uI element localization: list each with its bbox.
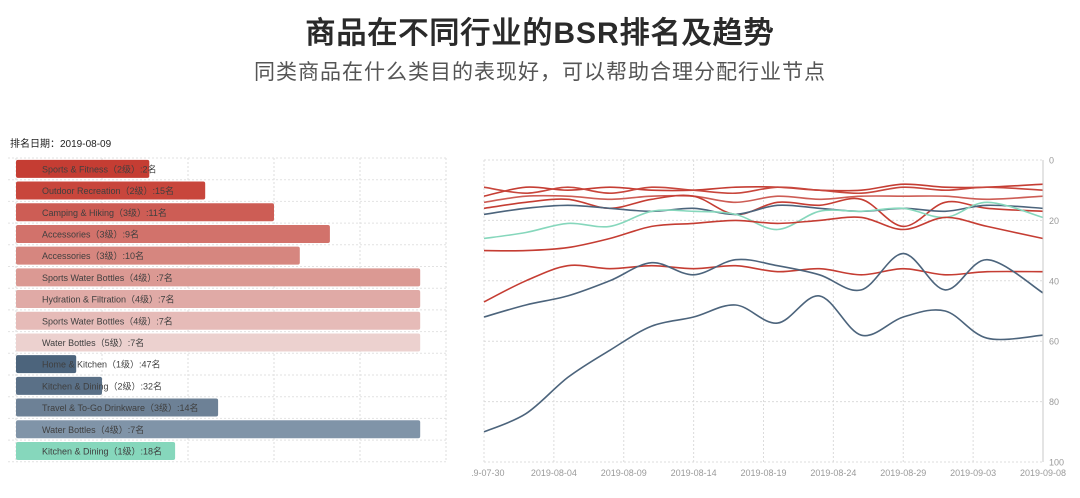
x-tick-label: 2019-08-14 [671, 468, 717, 478]
bar [16, 290, 421, 309]
line-grid [483, 159, 1044, 463]
line-axes: 0 20 40 60 80 100 019-07-30 2019-08-04 2019-08-0… [472, 156, 1066, 479]
bar-label: Kitchen & Dining（1级）:18名 [42, 445, 162, 456]
y-tick-label: 0 [1049, 156, 1054, 166]
rank-date-label: 排名日期：2019-08-09 [10, 139, 112, 150]
y-tick-label: 40 [1049, 276, 1059, 286]
series-line [483, 183, 1044, 197]
y-tick-label: 20 [1049, 216, 1059, 226]
series-line [483, 252, 1044, 318]
bar [16, 311, 421, 330]
bar [16, 159, 150, 178]
x-tick-label: 2019-09-03 [950, 468, 996, 478]
bar-grid [8, 157, 447, 463]
bar-label: Outdoor Recreation（2级）:15名 [42, 185, 174, 196]
bar [16, 333, 421, 352]
x-tick-label: 2019-09-08 [1020, 468, 1066, 478]
y-tick-label: 60 [1049, 337, 1059, 347]
bar [16, 420, 421, 439]
bar [16, 398, 219, 417]
chart-subtitle: 同类商品在什么类目的表现好，可以帮助合理分配行业节点 [254, 61, 826, 84]
series-line [483, 194, 1044, 204]
bar-label: Home & Kitchen（1级）:47名 [42, 359, 161, 370]
bar [16, 355, 77, 374]
bar-label: Hydration & Filtration（4级）:7名 [42, 294, 175, 305]
y-tick-label: 80 [1049, 397, 1059, 407]
series-line [483, 186, 1044, 195]
bar-label: Kitchen & Dining（2级）:32名 [42, 380, 162, 391]
x-tick-label: 2019-08-09 [601, 468, 647, 478]
bar-label: Sports Water Bottles（4级）:7名 [42, 315, 173, 326]
series-line [483, 216, 1044, 252]
bar-label: Sports Water Bottles（4级）:7名 [42, 272, 173, 283]
bar [16, 268, 421, 287]
bar-marks: Sports & Fitness（2级）:2名 Outdoor Recreatio… [16, 159, 421, 460]
bar-label: Accessories（3级）:9名 [42, 228, 139, 239]
bar [16, 441, 176, 460]
bar [16, 246, 300, 265]
series-line [483, 295, 1044, 433]
series-line [483, 264, 1044, 303]
bar-label: Travel & To-Go Drinkware（3级）:14名 [42, 402, 199, 413]
chart-title: 商品在不同行业的BSR排名及趋势 [305, 17, 775, 50]
x-tick-label: 2019-08-04 [531, 468, 577, 478]
x-tick-label: 2019-08-19 [740, 468, 786, 478]
bar-label: Water Bottles（4级）:7名 [42, 424, 144, 435]
series-line [483, 204, 1044, 216]
bar-label: Accessories（3级）:10名 [42, 250, 144, 261]
x-tick-label: 2019-08-24 [810, 468, 856, 478]
bar [16, 376, 102, 395]
x-tick-label: 2019-08-29 [880, 468, 926, 478]
bsr-trend-line-chart: 0 20 40 60 80 100 019-07-30 2019-08-04 2019-08-0… [472, 156, 1066, 479]
bsr-bar-chart: Sports & Fitness（2级）:2名 Outdoor Recreatio… [8, 157, 447, 463]
bar-label: Camping & Hiking（3级）:11名 [42, 207, 167, 218]
bar-label: Sports & Fitness（2级）:2名 [42, 163, 157, 174]
x-tick-label: 019-07-30 [472, 468, 505, 478]
line-marks [483, 183, 1044, 433]
y-tick-label: 100 [1049, 458, 1064, 468]
bar [16, 181, 206, 200]
bar-label: Water Bottles（5级）:7名 [42, 337, 144, 348]
bar [16, 203, 274, 222]
bar [16, 224, 330, 243]
